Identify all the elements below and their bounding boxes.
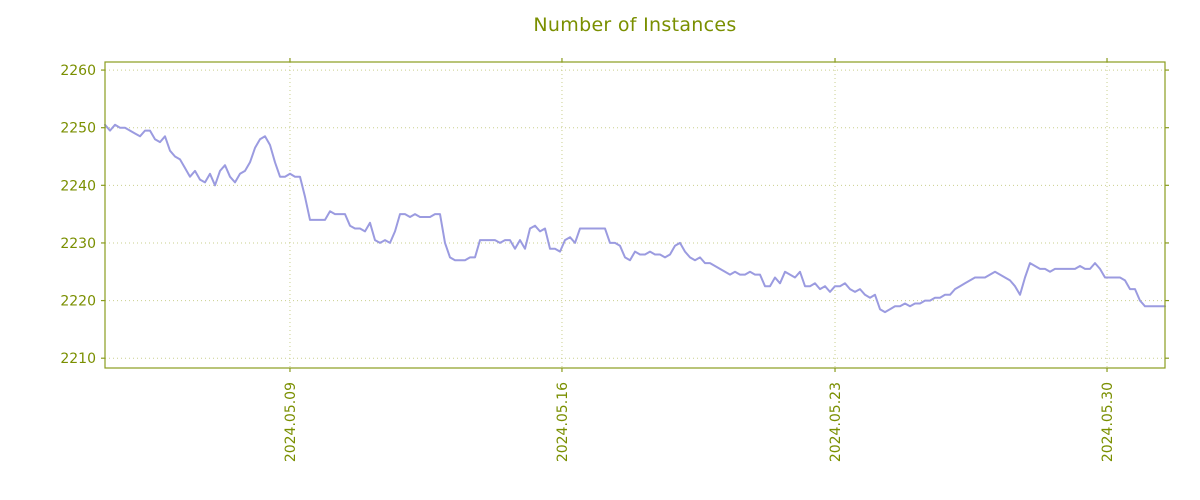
- y-tick-label: 2240: [60, 178, 96, 194]
- y-tick-label: 2250: [60, 121, 96, 137]
- y-tick-label: 2220: [60, 294, 96, 310]
- chart-title: Number of Instances: [533, 14, 737, 36]
- y-tick-label: 2230: [60, 236, 96, 252]
- series-line: [104, 123, 1166, 314]
- y-tick-label: 2260: [60, 63, 96, 79]
- x-tick-label: 2024.05.09: [283, 382, 299, 462]
- y-tick-label: 2210: [60, 351, 96, 367]
- plot-border: [104, 61, 1166, 369]
- x-tick-label: 2024.05.30: [1100, 382, 1116, 462]
- x-tick-label: 2024.05.16: [555, 382, 571, 462]
- x-tick-label: 2024.05.23: [828, 382, 844, 462]
